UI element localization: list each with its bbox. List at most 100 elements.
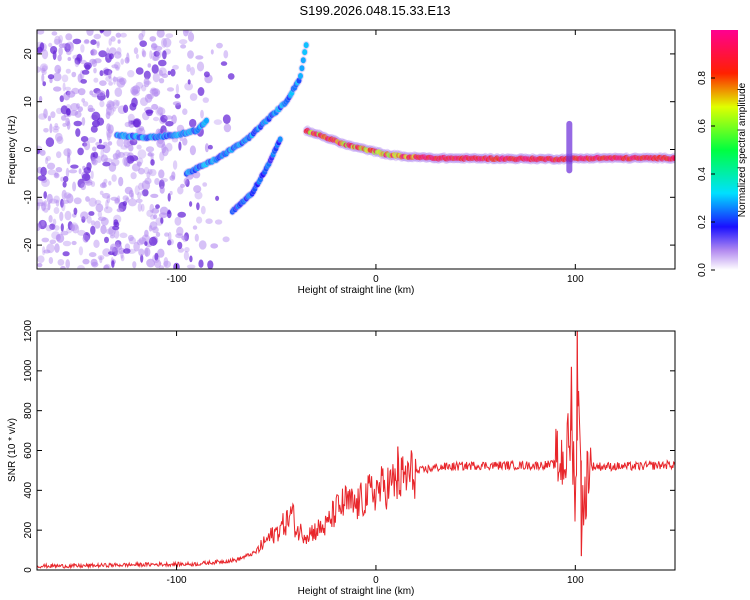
noise-blob <box>174 216 182 226</box>
tone-point <box>300 57 306 64</box>
spectrogram-rising-arc-2 <box>228 135 284 216</box>
noise-blob <box>189 255 193 263</box>
noise-blob <box>64 210 72 221</box>
noise-blob <box>103 206 113 214</box>
noise-blob <box>61 201 66 212</box>
noise-blob <box>135 53 139 59</box>
y-tick-label: 0 <box>23 567 34 573</box>
noise-blob <box>137 127 146 136</box>
noise-blob <box>96 155 102 163</box>
noise-blob <box>135 67 144 75</box>
colorbar-tick-label: 0.4 <box>697 167 708 181</box>
noise-blob <box>153 214 158 220</box>
noise-blob <box>41 220 45 227</box>
noise-blob <box>118 247 126 255</box>
noise-blob <box>48 257 54 264</box>
noise-blob <box>175 83 179 94</box>
noise-blob <box>104 236 109 244</box>
noise-blob <box>144 247 151 257</box>
noise-blob <box>192 225 198 230</box>
noise-blob <box>62 240 72 247</box>
noise-blob <box>65 167 70 178</box>
noise-blob <box>103 263 111 269</box>
noise-blob <box>85 196 90 202</box>
colorbar-gradient <box>711 30 738 270</box>
noise-blob <box>52 218 57 226</box>
noise-blob <box>117 39 121 44</box>
tone-point <box>298 73 303 79</box>
noise-blob <box>82 258 90 265</box>
noise-blob <box>39 42 45 51</box>
noise-blob <box>46 193 53 204</box>
noise-blob <box>72 38 82 45</box>
noise-blob <box>189 201 193 207</box>
noise-blob <box>148 225 153 232</box>
noise-blob <box>162 50 167 60</box>
noise-blob <box>160 217 164 224</box>
y-tick-label: 20 <box>23 48 34 60</box>
noise-blob <box>106 52 110 59</box>
noise-blob <box>167 70 171 76</box>
noise-blob <box>73 120 83 127</box>
noise-blob <box>93 67 97 74</box>
noise-blob <box>112 76 119 82</box>
noise-blob <box>100 217 109 226</box>
noise-blob <box>66 50 72 56</box>
noise-blob <box>120 32 127 38</box>
snr-y-label: SNR (10 * v/v) <box>7 418 18 482</box>
noise-blob <box>155 106 164 116</box>
noise-blob <box>53 195 60 204</box>
noise-blob <box>177 211 186 218</box>
noise-blob <box>161 73 169 78</box>
noise-blob <box>87 104 94 113</box>
noise-blob <box>41 69 47 75</box>
noise-blob <box>126 155 135 164</box>
noise-blob <box>65 68 71 74</box>
noise-blob <box>140 191 144 196</box>
y-tick-label: 200 <box>23 521 34 538</box>
noise-blob <box>162 37 172 48</box>
noise-blob <box>124 57 130 64</box>
noise-blob <box>55 199 60 207</box>
noise-blob <box>120 254 125 262</box>
snr-marks <box>37 330 675 570</box>
noise-blob <box>73 197 82 205</box>
noise-blob <box>88 197 97 207</box>
noise-blob <box>132 118 142 128</box>
x-tick-label: -100 <box>167 274 187 285</box>
noise-blob <box>81 69 90 75</box>
noise-blob <box>223 123 232 133</box>
noise-blob <box>177 241 183 250</box>
noise-blob <box>198 240 207 250</box>
noise-blob <box>166 87 175 92</box>
noise-blob <box>113 229 120 239</box>
noise-blob <box>77 147 84 156</box>
noise-blob <box>60 230 69 236</box>
x-tick-label: -100 <box>167 575 187 586</box>
noise-blob <box>214 219 223 225</box>
colorbar: 0.0 0.2 0.4 0.6 0.8 Normalized spectral ampl… <box>697 30 748 277</box>
noise-blob <box>227 73 235 80</box>
spectrogram-spike-100km <box>566 120 573 174</box>
noise-blob <box>193 185 202 193</box>
noise-blob <box>146 209 154 217</box>
spectrogram-low-band <box>113 116 210 143</box>
noise-blob <box>90 125 98 133</box>
noise-blob <box>48 215 53 223</box>
noise-blob <box>96 144 106 150</box>
noise-blob <box>91 261 99 268</box>
noise-blob <box>183 177 188 185</box>
noise-blob <box>127 234 134 242</box>
noise-blob <box>38 113 47 120</box>
noise-blob <box>182 137 188 146</box>
noise-blob <box>106 131 111 141</box>
noise-blob <box>40 166 47 177</box>
noise-blob <box>122 195 129 202</box>
noise-blob <box>195 55 204 60</box>
noise-blob <box>133 47 139 55</box>
noise-blob <box>115 100 121 106</box>
x-tick-label: 0 <box>373 274 379 285</box>
noise-blob <box>77 106 84 112</box>
colorbar-tick-label: 0.0 <box>697 263 708 277</box>
noise-blob <box>110 196 119 201</box>
